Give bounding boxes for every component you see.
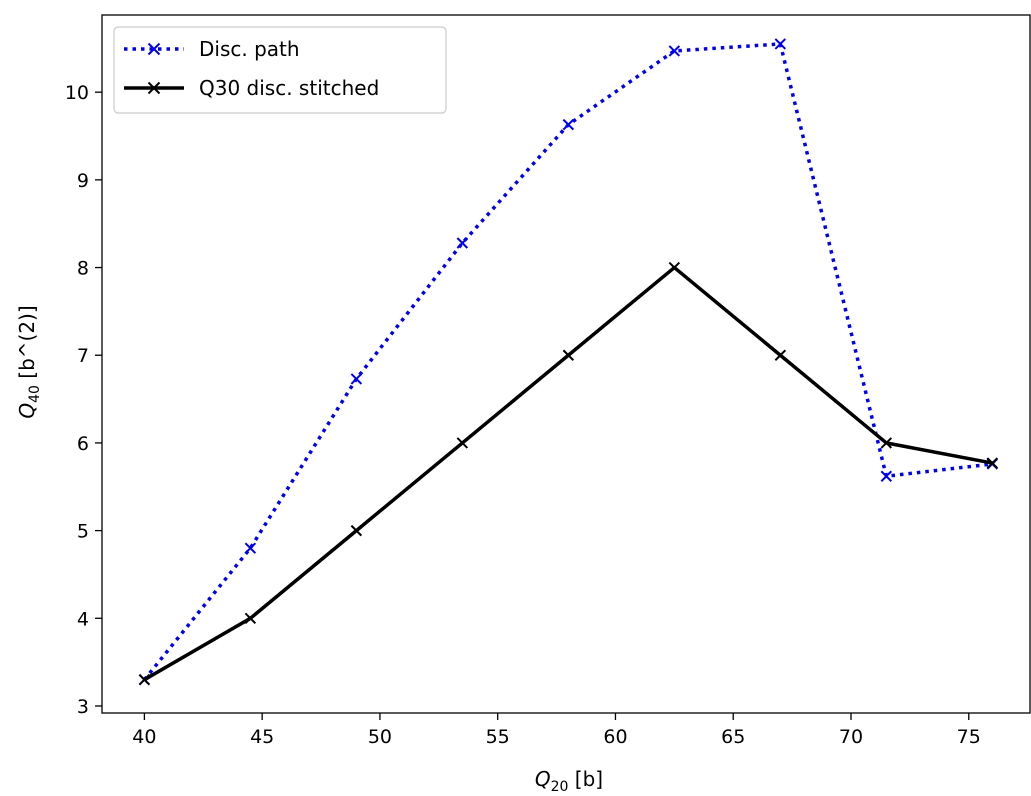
data-point bbox=[986, 457, 999, 469]
data-point bbox=[244, 612, 257, 625]
y-tick-label: 4 bbox=[77, 608, 89, 630]
series-1 bbox=[138, 261, 999, 686]
y-tick-label: 8 bbox=[77, 258, 89, 280]
data-point bbox=[880, 470, 893, 482]
legend-entry-q30-stitched: Q30 disc. stitched bbox=[124, 76, 379, 100]
legend-box bbox=[113, 26, 447, 114]
legend-marker-q30-stitched bbox=[147, 81, 161, 95]
y-axis-label-sub: 40 bbox=[27, 385, 43, 403]
y-tick-label: 3 bbox=[77, 696, 89, 718]
legend-entry-disc-path: Disc. path bbox=[124, 37, 300, 61]
y-tick-label: 5 bbox=[77, 521, 89, 543]
plot-frame bbox=[101, 14, 1031, 714]
y-tick-label: 7 bbox=[77, 345, 89, 367]
data-point bbox=[562, 349, 575, 361]
data-point bbox=[880, 437, 893, 449]
legend-marker-disc-path bbox=[147, 42, 161, 56]
data-point bbox=[456, 237, 469, 249]
y-axis-label-unit: [b^(2)] bbox=[15, 305, 39, 385]
x-axis-label: Q20 [b] bbox=[535, 767, 603, 795]
x-tick-label: 60 bbox=[603, 726, 627, 748]
x-tick-label: 70 bbox=[839, 726, 863, 748]
series-layer bbox=[138, 38, 999, 686]
x-tick-label: 45 bbox=[250, 726, 274, 748]
data-point bbox=[774, 349, 787, 361]
legend-label-disc-path: Disc. path bbox=[199, 37, 300, 61]
data-point bbox=[562, 118, 575, 131]
data-point bbox=[244, 542, 257, 554]
y-tick-label: 10 bbox=[65, 82, 89, 104]
x-tick-label: 55 bbox=[486, 726, 510, 748]
data-point bbox=[774, 38, 787, 50]
x-axis-label-sub: 20 bbox=[551, 779, 569, 795]
y-axis-label-main: Q bbox=[15, 403, 39, 419]
data-point bbox=[668, 261, 681, 274]
legend: Disc. path Q30 disc. stitched bbox=[113, 26, 447, 114]
data-point bbox=[138, 673, 151, 686]
x-tick-label: 50 bbox=[368, 726, 392, 748]
y-tick-label: 9 bbox=[77, 170, 89, 192]
x-tick-label: 65 bbox=[721, 726, 745, 748]
plot-area bbox=[101, 14, 1031, 714]
data-point bbox=[350, 524, 363, 537]
data-point bbox=[456, 437, 469, 449]
x-axis-label-unit: [b] bbox=[568, 767, 603, 791]
data-point bbox=[350, 373, 363, 385]
x-tick-label: 75 bbox=[957, 726, 981, 748]
data-point bbox=[668, 45, 681, 57]
x-tick-label: 40 bbox=[132, 726, 156, 748]
legend-label-q30-stitched: Q30 disc. stitched bbox=[199, 76, 379, 100]
y-axis-label: Q40 [b^(2)] bbox=[15, 305, 43, 418]
y-tick-label: 6 bbox=[77, 433, 89, 455]
x-axis-label-main: Q bbox=[535, 767, 551, 791]
